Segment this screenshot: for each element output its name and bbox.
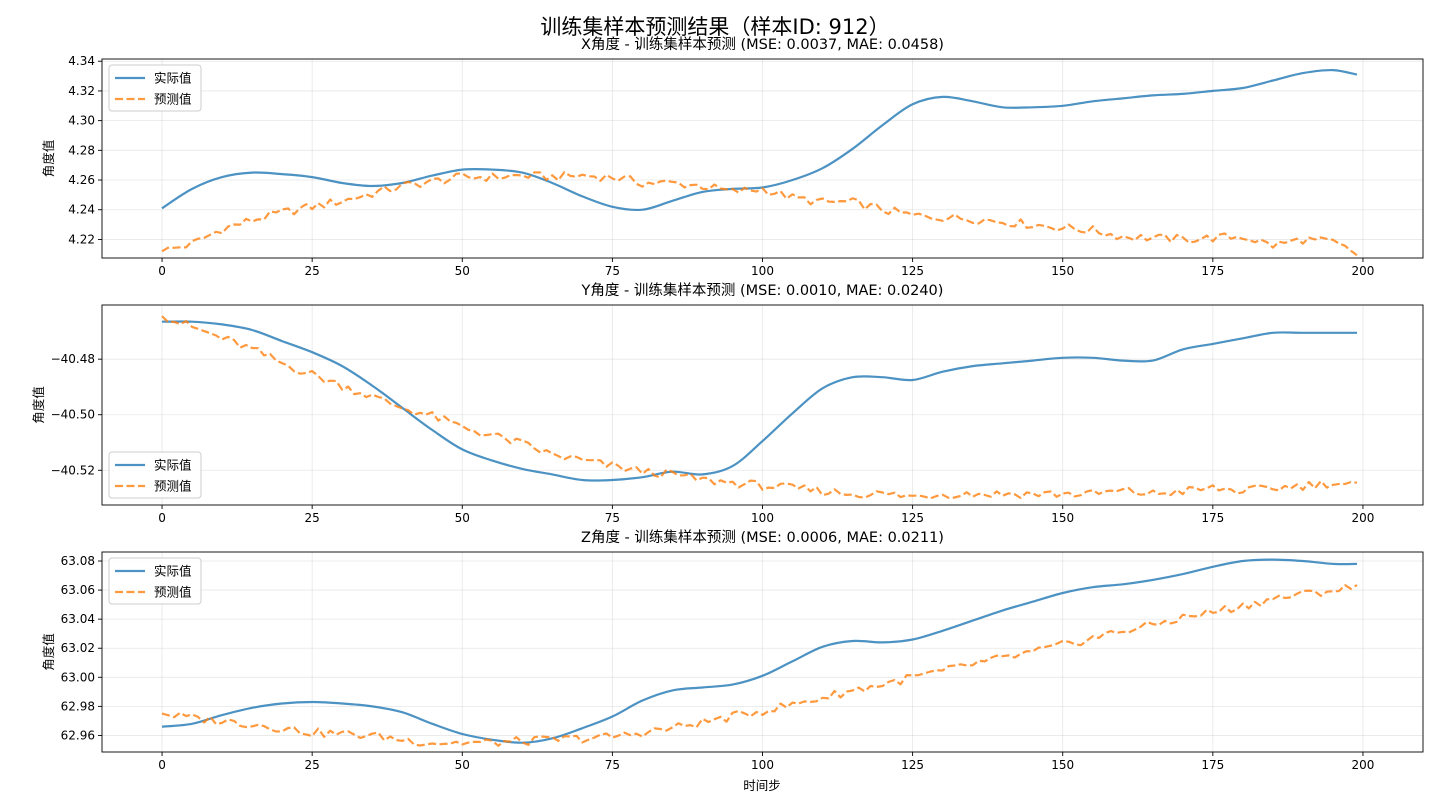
x-tick-label: 25 xyxy=(305,264,320,278)
y-tick-label: 63.00 xyxy=(61,670,95,684)
subplot-title: X角度 - 训练集样本预测 (MSE: 0.0037, MAE: 0.0458) xyxy=(581,36,944,53)
y-tick-label: 63.08 xyxy=(61,554,95,568)
y-tick-label: 63.04 xyxy=(61,612,95,626)
y-tick-label: 63.06 xyxy=(61,583,95,597)
y-tick-label: 4.30 xyxy=(68,114,95,128)
legend-label: 预测值 xyxy=(154,479,192,494)
subplot-1: X角度 - 训练集样本预测 (MSE: 0.0037, MAE: 0.0458)… xyxy=(41,36,1424,278)
x-tick-label: 200 xyxy=(1352,264,1375,278)
series-line-predicted xyxy=(161,171,1358,257)
y-axis-label: 角度值 xyxy=(41,633,56,671)
x-tick-label: 125 xyxy=(901,264,924,278)
y-tick-label: 4.24 xyxy=(68,203,95,217)
legend-label: 实际值 xyxy=(154,71,192,86)
x-tick-label: 75 xyxy=(605,758,620,772)
x-tick-label: 25 xyxy=(305,758,320,772)
series-line-predicted xyxy=(161,584,1358,747)
x-tick-label: 75 xyxy=(605,264,620,278)
x-tick-label: 75 xyxy=(605,511,620,525)
x-tick-label: 0 xyxy=(158,264,166,278)
subplot-3: Z角度 - 训练集样本预测 (MSE: 0.0006, MAE: 0.0211)… xyxy=(41,529,1424,772)
figure-xlabel: 时间步 xyxy=(743,778,781,793)
x-tick-label: 25 xyxy=(305,511,320,525)
subplot-title: Y角度 - 训练集样本预测 (MSE: 0.0010, MAE: 0.0240) xyxy=(581,282,944,299)
y-tick-label: 4.22 xyxy=(68,232,95,246)
y-tick-label: −40.48 xyxy=(51,352,95,366)
y-tick-label: 4.26 xyxy=(68,173,95,187)
legend-label: 实际值 xyxy=(154,564,192,579)
y-tick-label: 62.96 xyxy=(61,728,95,742)
x-tick-label: 200 xyxy=(1352,758,1375,772)
x-tick-label: 100 xyxy=(751,511,774,525)
x-tick-label: 50 xyxy=(455,511,470,525)
subplot-2: Y角度 - 训练集样本预测 (MSE: 0.0010, MAE: 0.0240)… xyxy=(31,282,1424,525)
x-tick-label: 175 xyxy=(1201,264,1224,278)
y-axis-label: 角度值 xyxy=(31,386,46,424)
series-line-predicted xyxy=(161,315,1358,500)
x-tick-label: 100 xyxy=(751,264,774,278)
y-tick-label: −40.50 xyxy=(51,408,95,422)
x-tick-label: 0 xyxy=(158,511,166,525)
series-line-actual xyxy=(161,320,1357,482)
x-tick-label: 150 xyxy=(1051,511,1074,525)
legend-label: 预测值 xyxy=(154,585,192,600)
x-tick-label: 175 xyxy=(1201,511,1224,525)
x-tick-label: 100 xyxy=(751,758,774,772)
y-tick-label: 4.34 xyxy=(68,54,95,68)
x-tick-label: 50 xyxy=(455,264,470,278)
series-line-actual xyxy=(161,558,1358,744)
y-tick-label: 63.02 xyxy=(61,641,95,655)
legend-label: 实际值 xyxy=(154,458,192,473)
y-tick-label: −40.52 xyxy=(51,463,95,477)
y-tick-label: 4.28 xyxy=(68,143,95,157)
x-tick-label: 125 xyxy=(901,511,924,525)
y-tick-label: 4.32 xyxy=(68,84,95,98)
figure-title: 训练集样本预测结果（样本ID: 912） xyxy=(540,15,889,39)
legend-label: 预测值 xyxy=(154,92,192,107)
subplots: X角度 - 训练集样本预测 (MSE: 0.0037, MAE: 0.0458)… xyxy=(31,36,1424,772)
x-tick-label: 175 xyxy=(1201,758,1224,772)
y-tick-label: 62.98 xyxy=(61,699,95,713)
x-tick-label: 150 xyxy=(1051,264,1074,278)
x-tick-label: 50 xyxy=(455,758,470,772)
x-tick-label: 200 xyxy=(1352,511,1375,525)
x-tick-label: 0 xyxy=(158,758,166,772)
x-tick-label: 150 xyxy=(1051,758,1074,772)
y-axis-label: 角度值 xyxy=(41,140,56,178)
x-tick-label: 125 xyxy=(901,758,924,772)
subplot-title: Z角度 - 训练集样本预测 (MSE: 0.0006, MAE: 0.0211) xyxy=(581,529,944,546)
